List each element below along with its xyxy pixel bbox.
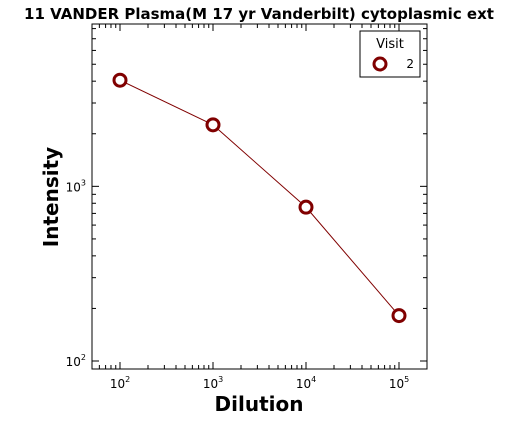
x-tick-label: 102 — [110, 375, 130, 391]
chart-title: 11 VANDER Plasma(M 17 yr Vanderbilt) cyt… — [24, 5, 494, 23]
major-ticks — [92, 24, 427, 369]
y-axis-label: Intensity — [39, 147, 63, 247]
legend-label-series-2: 2 — [406, 57, 414, 71]
legend: Visit 2 — [359, 30, 421, 78]
minor-ticks — [91, 24, 428, 370]
x-tick-label: 105 — [389, 375, 409, 391]
y-tick-label: 102 — [66, 353, 86, 369]
x-tick-label: 104 — [296, 375, 316, 391]
data-point — [112, 72, 128, 88]
series-line-2 — [119, 79, 400, 316]
data-point — [205, 117, 221, 133]
legend-box — [359, 30, 421, 78]
y-tick-label: 103 — [66, 178, 86, 194]
legend-marker-series-2 — [372, 56, 388, 72]
x-axis-label: Dilution — [215, 392, 304, 416]
y-tick-labels: 102 103 — [66, 178, 86, 369]
legend-title: Visit — [376, 37, 404, 52]
data-point — [391, 308, 407, 324]
x-tick-label: 103 — [203, 375, 223, 391]
plot-area — [91, 23, 428, 370]
data-point — [298, 199, 314, 215]
x-tick-labels: 102 103 104 105 — [110, 375, 409, 391]
series-layer — [112, 72, 407, 324]
